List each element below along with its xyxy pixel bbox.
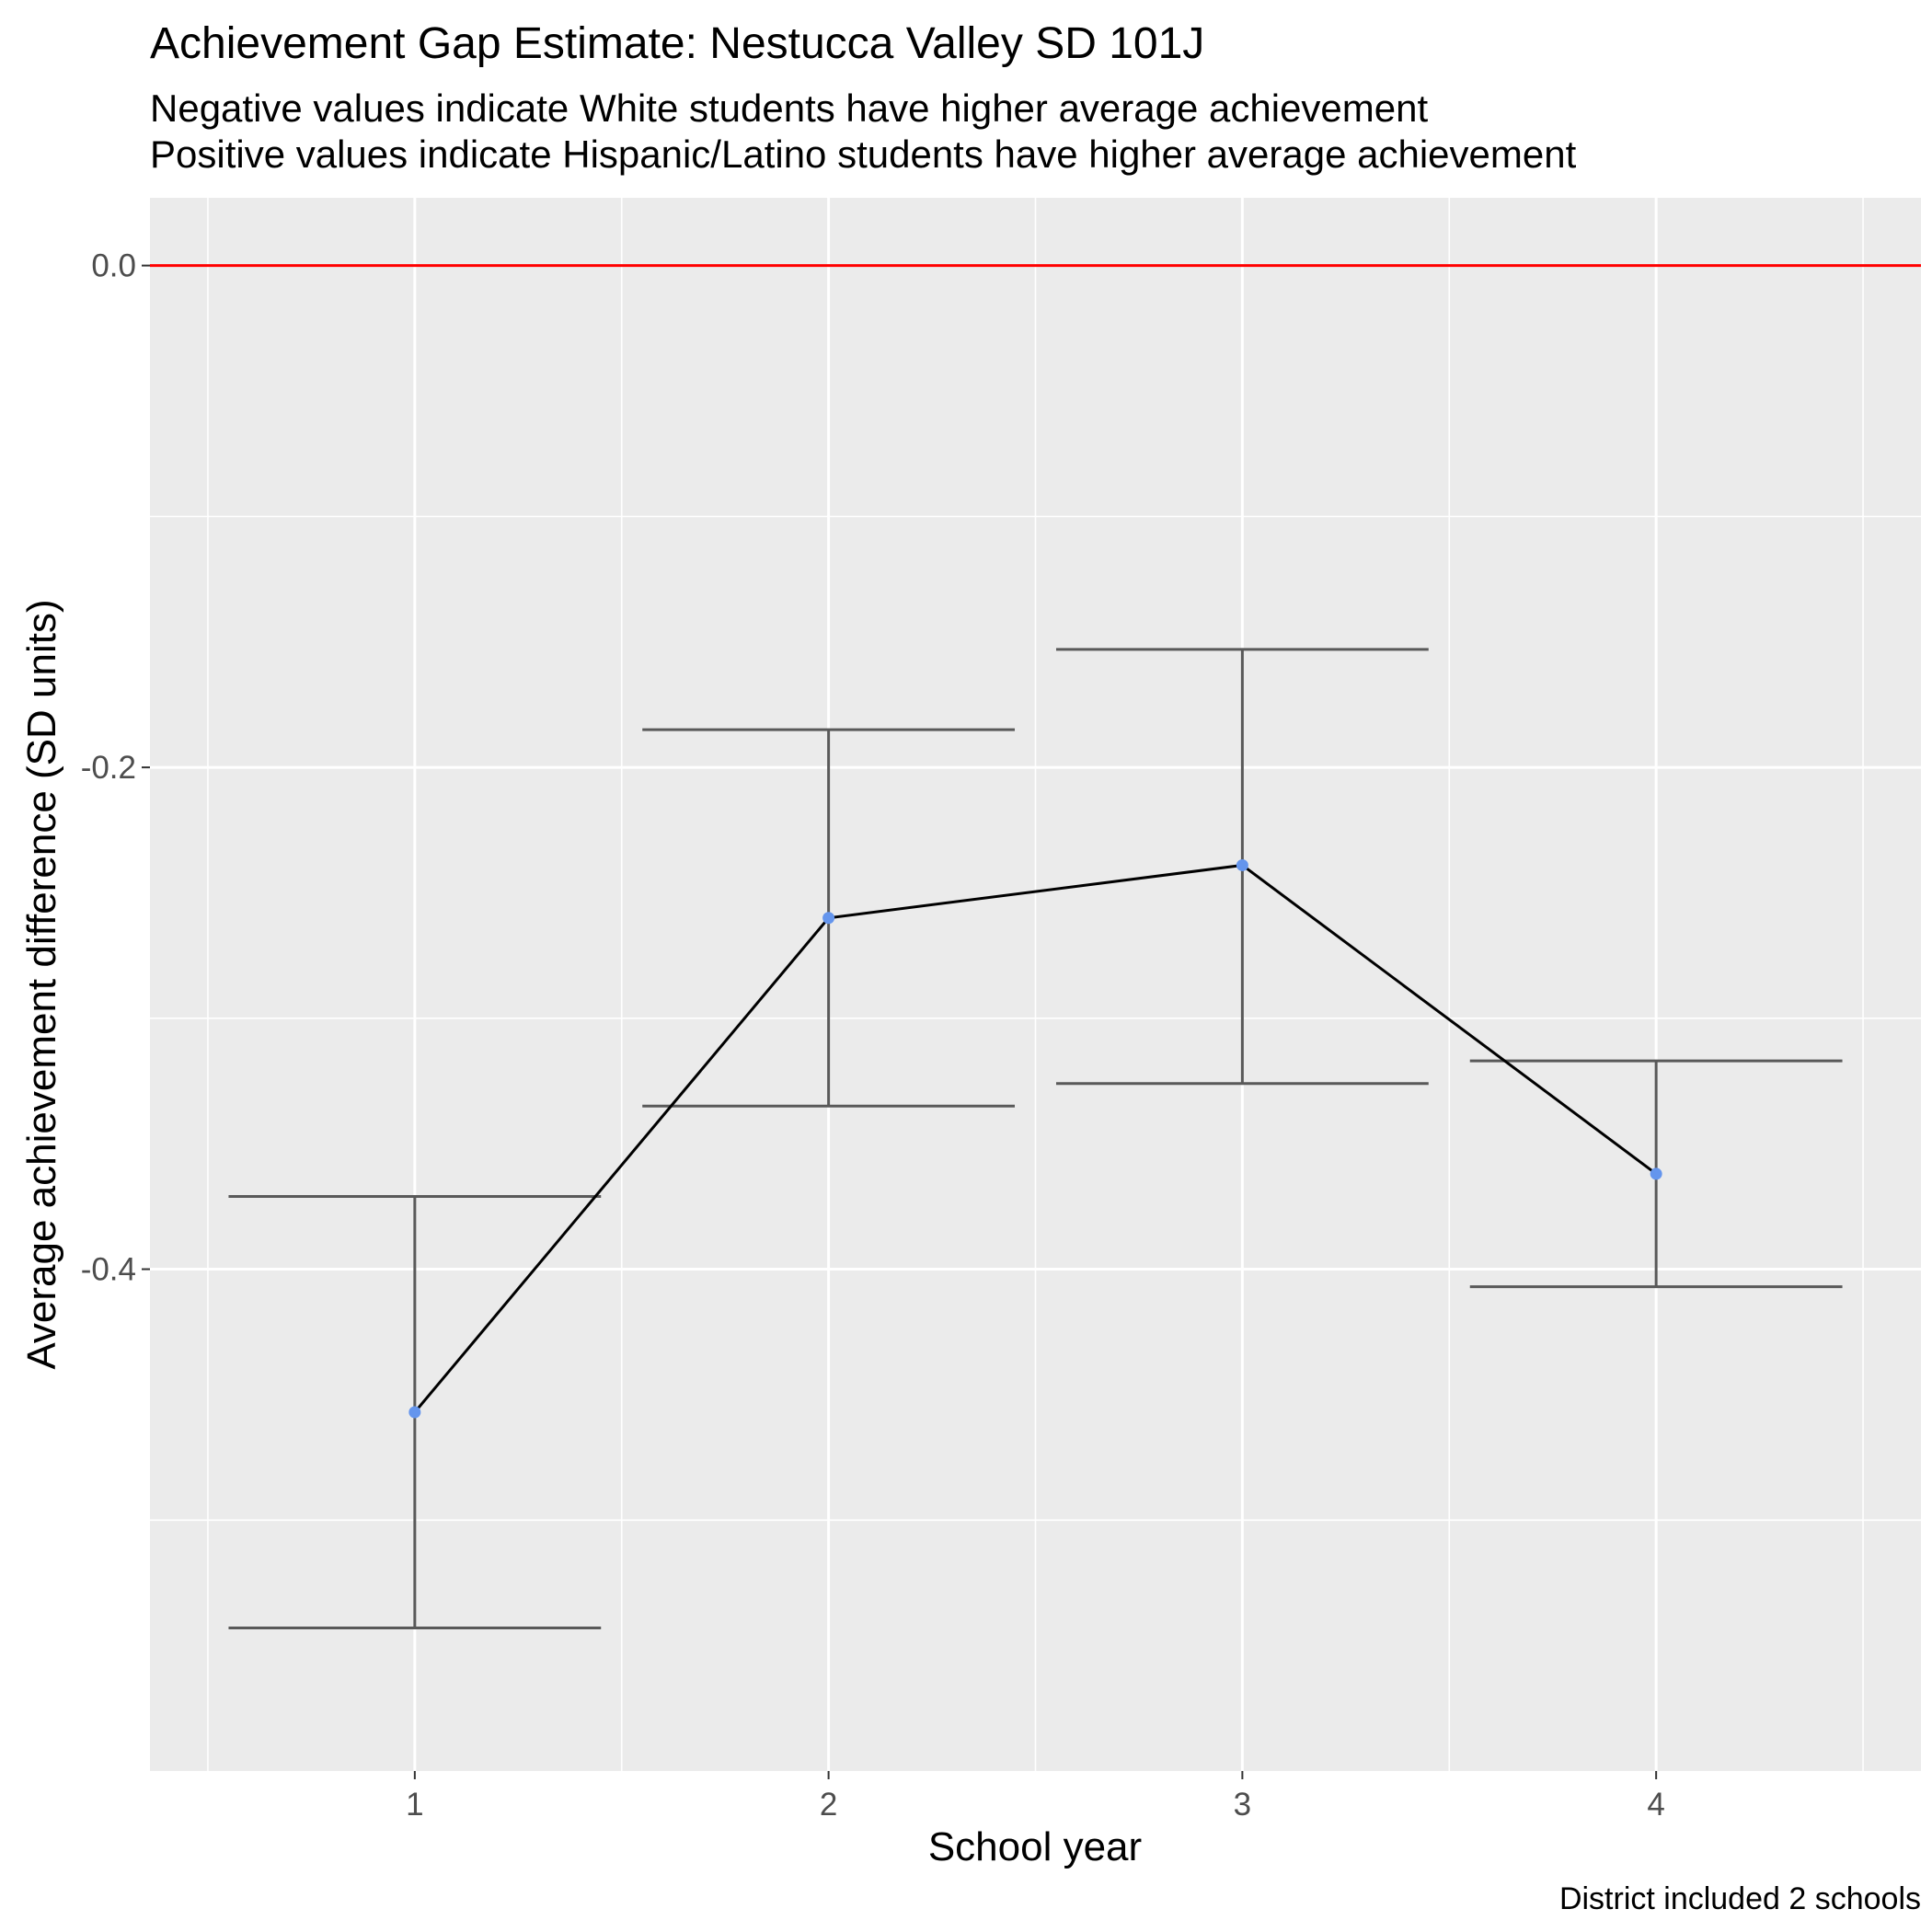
grid-minor xyxy=(150,198,1921,1771)
x-tick-label: 1 xyxy=(406,1787,423,1823)
x-tick-label: 2 xyxy=(820,1787,837,1823)
x-axis-title: School year xyxy=(928,1824,1142,1869)
data-point xyxy=(822,912,835,925)
y-axis-title: Average achievement difference (SD units… xyxy=(19,599,64,1369)
chart-subtitle-line-1: Negative values indicate White students … xyxy=(150,86,1429,130)
series-line xyxy=(413,863,1658,1413)
data-point xyxy=(1236,858,1248,871)
data-points xyxy=(408,858,1662,1419)
y-axis-ticks: 0.0 -0.2 -0.4 xyxy=(81,248,150,1288)
data-point xyxy=(408,1406,421,1419)
error-bars xyxy=(228,648,1843,1630)
data-point xyxy=(1650,1167,1662,1180)
chart-caption: District included 2 schools xyxy=(1558,1881,1921,1916)
y-tick-label: -0.4 xyxy=(81,1252,136,1288)
y-tick-label: 0.0 xyxy=(91,248,136,284)
chart-subtitle-line-2: Positive values indicate Hispanic/Latino… xyxy=(150,132,1577,176)
chart-title: Achievement Gap Estimate: Nestucca Valle… xyxy=(150,19,1205,68)
x-axis-ticks: 1 2 3 4 xyxy=(406,1771,1665,1823)
x-tick-label: 4 xyxy=(1647,1787,1664,1823)
x-tick-label: 3 xyxy=(1234,1787,1251,1823)
y-tick-label: -0.2 xyxy=(81,750,136,786)
